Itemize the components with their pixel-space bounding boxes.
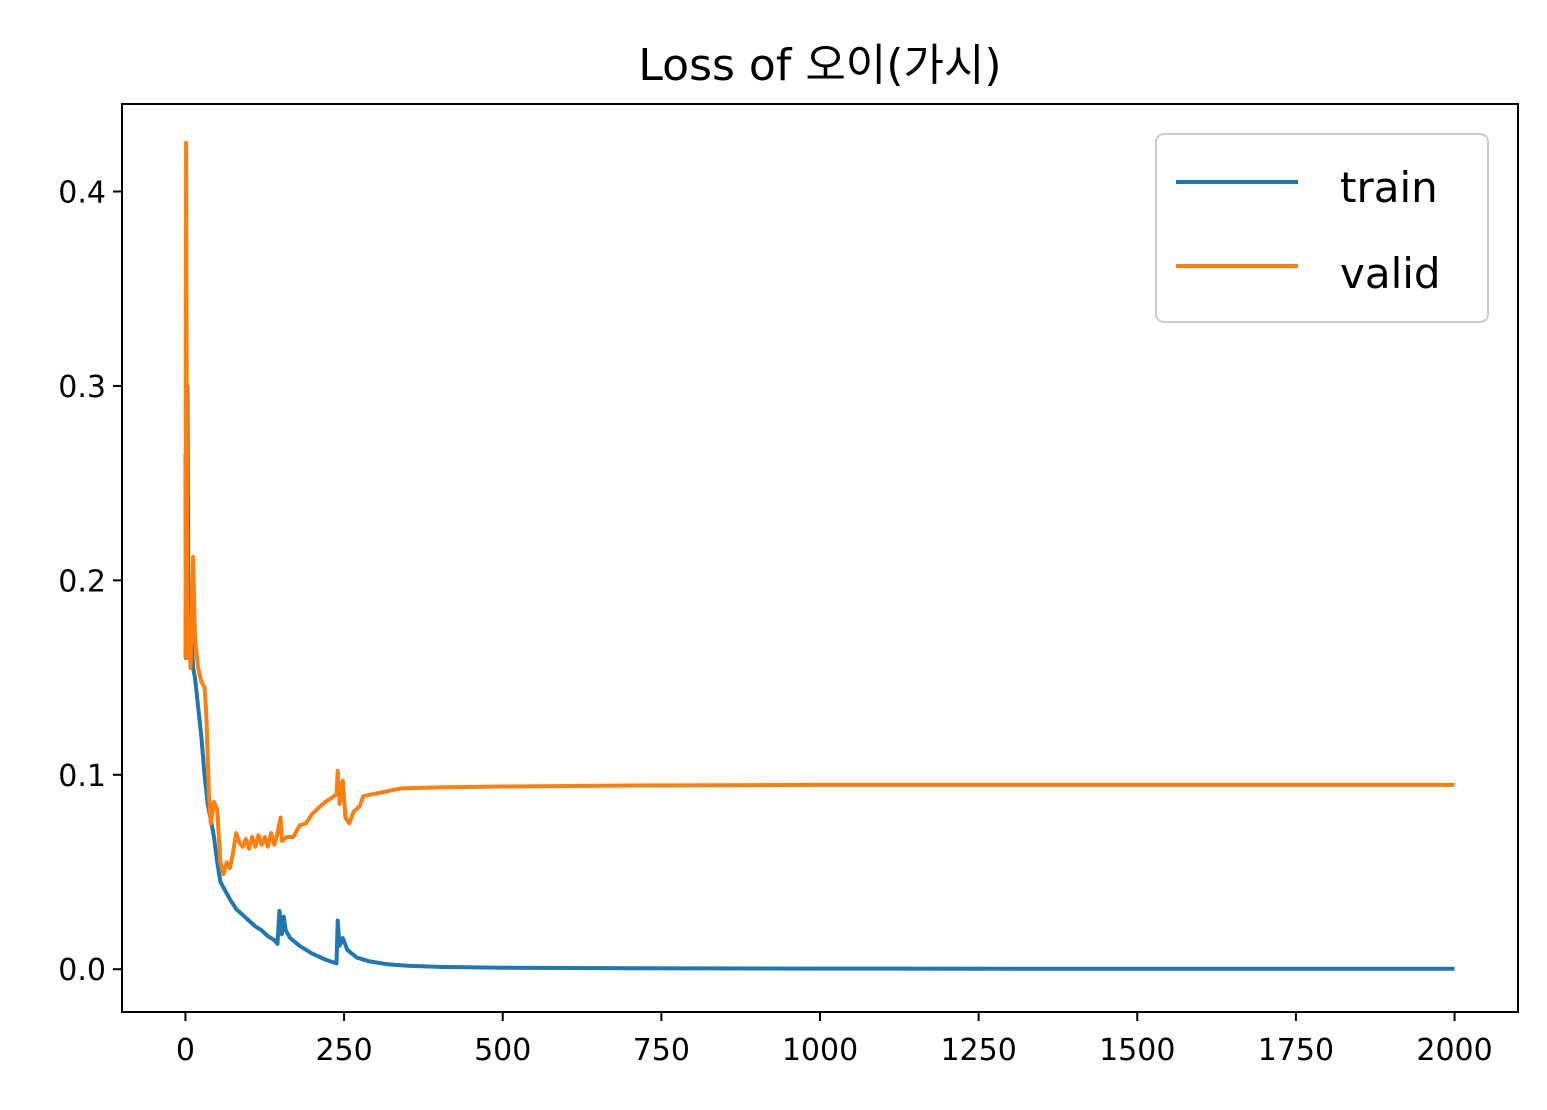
- plot-area: 0 250 500 750 1000 1250 1500 1750 2000 0.0 0.1 0.2…: [58, 103, 1519, 1068]
- legend-label-train: train: [1340, 163, 1438, 212]
- x-tick-label: 1750: [1258, 1033, 1334, 1068]
- x-tick-label: 1000: [782, 1033, 858, 1068]
- legend: train valid: [1155, 133, 1489, 323]
- y-tick-label: 0.1: [58, 759, 106, 794]
- x-tick-label: 1250: [940, 1033, 1016, 1068]
- y-tick-label: 0.2: [58, 564, 106, 599]
- y-tick-label: 0.4: [58, 175, 106, 210]
- y-tick-label: 0.0: [58, 953, 106, 988]
- y-axis: 0.0 0.1 0.2 0.3 0.4: [58, 175, 122, 988]
- legend-label-valid: valid: [1340, 249, 1441, 298]
- x-tick-label: 1500: [1099, 1033, 1175, 1068]
- x-tick-label: 500: [474, 1033, 531, 1068]
- x-tick-label: 0: [176, 1033, 195, 1068]
- series-line-valid: [183, 140, 1455, 876]
- x-tick-label: 250: [315, 1033, 372, 1068]
- x-tick-label: 2000: [1416, 1033, 1492, 1068]
- x-tick-label: 750: [633, 1033, 690, 1068]
- series-layer: [183, 140, 1455, 971]
- x-axis: 0 250 500 750 1000 1250 1500 1750 2000: [176, 1012, 1493, 1068]
- chart-title: Loss of 오이(가시): [638, 40, 1001, 91]
- y-tick-label: 0.3: [58, 370, 106, 405]
- series-line-train: [183, 383, 1455, 971]
